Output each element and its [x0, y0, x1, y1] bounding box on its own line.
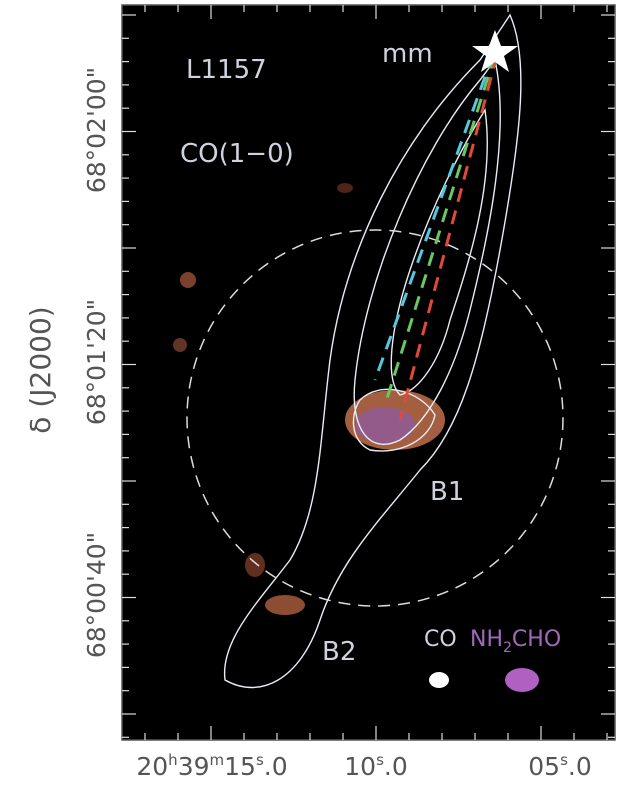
x-tick-label: 20h39m15s.0 — [136, 751, 287, 781]
y-tick-label: 68°00'40" — [82, 532, 111, 658]
x-tick-part: 10 — [344, 752, 376, 781]
co-beam-label: CO — [424, 627, 457, 652]
x-tick-label: 05s.0 — [528, 751, 592, 781]
x-tick-part: 20 — [136, 752, 168, 781]
x-tick-unit: s — [256, 751, 264, 769]
mm-label: mm — [382, 39, 433, 69]
figure: L1157 CO(1−0) mm B1 B2 CO NH2CHO δ (J200… — [0, 0, 622, 785]
x-tick-part: .0 — [568, 752, 592, 781]
y-tick-label: 68°02'00" — [82, 67, 111, 193]
nh2cho-beam-label: NH2CHO — [470, 627, 561, 656]
x-tick-unit: m — [210, 751, 225, 769]
x-tick-part: 15 — [224, 752, 256, 781]
formula-subscript: 2 — [503, 640, 512, 656]
x-tick-unit: s — [376, 751, 384, 769]
formula-part: NH — [470, 627, 503, 652]
b1-label: B1 — [430, 477, 464, 507]
x-tick-label: 10s.0 — [344, 751, 408, 781]
b2-label: B2 — [322, 637, 356, 667]
x-tick-unit: s — [560, 751, 568, 769]
nh2cho-beam — [505, 668, 539, 692]
y-axis-label: δ (J2000) — [24, 306, 57, 433]
x-tick-part: 05 — [528, 752, 560, 781]
co-beam — [429, 672, 449, 688]
y-tick-label: 68°01'20" — [82, 299, 111, 425]
source-label: L1157 — [186, 55, 267, 85]
x-tick-part: 39 — [178, 752, 210, 781]
x-tick-part: .0 — [264, 752, 288, 781]
formula-part: CHO — [512, 627, 561, 652]
x-tick-unit: h — [168, 751, 178, 769]
line-label: CO(1−0) — [180, 139, 294, 169]
x-tick-part: .0 — [384, 752, 408, 781]
